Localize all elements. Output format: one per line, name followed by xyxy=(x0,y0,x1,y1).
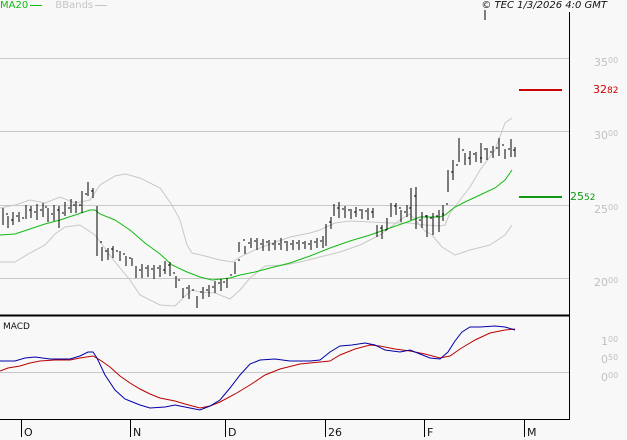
bollinger-bands xyxy=(0,117,513,307)
ma20-line xyxy=(0,169,513,281)
price-label-2000: 2000 xyxy=(594,277,618,289)
copyright-timestamp: © TEC 1/3/2026 4:0 GMT xyxy=(481,0,607,11)
legend-ma20-swatch xyxy=(30,4,43,6)
bband-lower xyxy=(0,213,513,307)
legend-bbands-swatch xyxy=(95,4,108,6)
macd-label-dec: 50 xyxy=(608,353,619,362)
bband-upper xyxy=(0,117,513,263)
price-label-dec: 00 xyxy=(608,129,619,138)
macd-label-dec: 00 xyxy=(608,335,619,344)
price-label-int: 25 xyxy=(594,203,608,216)
macd-line xyxy=(0,325,516,411)
price-label-dec: 00 xyxy=(608,203,619,212)
price-gridlines xyxy=(0,58,569,279)
level-int: 25 xyxy=(570,190,584,203)
x-axis-ticks xyxy=(21,420,525,437)
macd-label-0: 000 xyxy=(601,372,618,384)
macd-label-0.5: 050 xyxy=(601,354,618,366)
ohlc-bars xyxy=(2,138,516,308)
x-tick-oct: O xyxy=(24,426,33,439)
price-label-2500: 2500 xyxy=(594,204,618,216)
legend-ma20: MA20 xyxy=(0,0,29,11)
macd-signal-line xyxy=(0,328,516,409)
price-label-dec: 00 xyxy=(608,276,619,285)
macd-title: MACD xyxy=(3,322,30,332)
support-level-label: 2552 xyxy=(570,191,595,204)
price-label-int: 35 xyxy=(594,56,608,69)
resistance-level-label: 3282 xyxy=(593,84,618,97)
macd-label-int: 0 xyxy=(601,371,608,384)
macd-label-dec: 00 xyxy=(608,371,619,380)
level-int: 32 xyxy=(593,83,607,96)
legend-bbands: BBands xyxy=(55,0,94,11)
price-label-3000: 3000 xyxy=(594,130,618,142)
price-label-int: 20 xyxy=(594,276,608,289)
x-tick-nov: N xyxy=(133,426,142,439)
chart-legend: MA20 BBands xyxy=(0,0,108,12)
x-tick-dec: D xyxy=(228,426,237,439)
x-tick-mar: M xyxy=(527,426,537,439)
x-tick-2026: 26 xyxy=(328,426,342,439)
macd-label-int: 0 xyxy=(601,353,608,366)
level-dec: 82 xyxy=(607,86,619,96)
macd-label-1: 100 xyxy=(601,336,618,348)
price-label-int: 30 xyxy=(594,129,608,142)
x-tick-feb: F xyxy=(427,426,434,439)
price-label-3500: 3500 xyxy=(594,57,618,69)
price-label-dec: 00 xyxy=(608,56,619,65)
macd-label-int: 1 xyxy=(601,335,608,348)
level-dec: 52 xyxy=(584,193,596,203)
